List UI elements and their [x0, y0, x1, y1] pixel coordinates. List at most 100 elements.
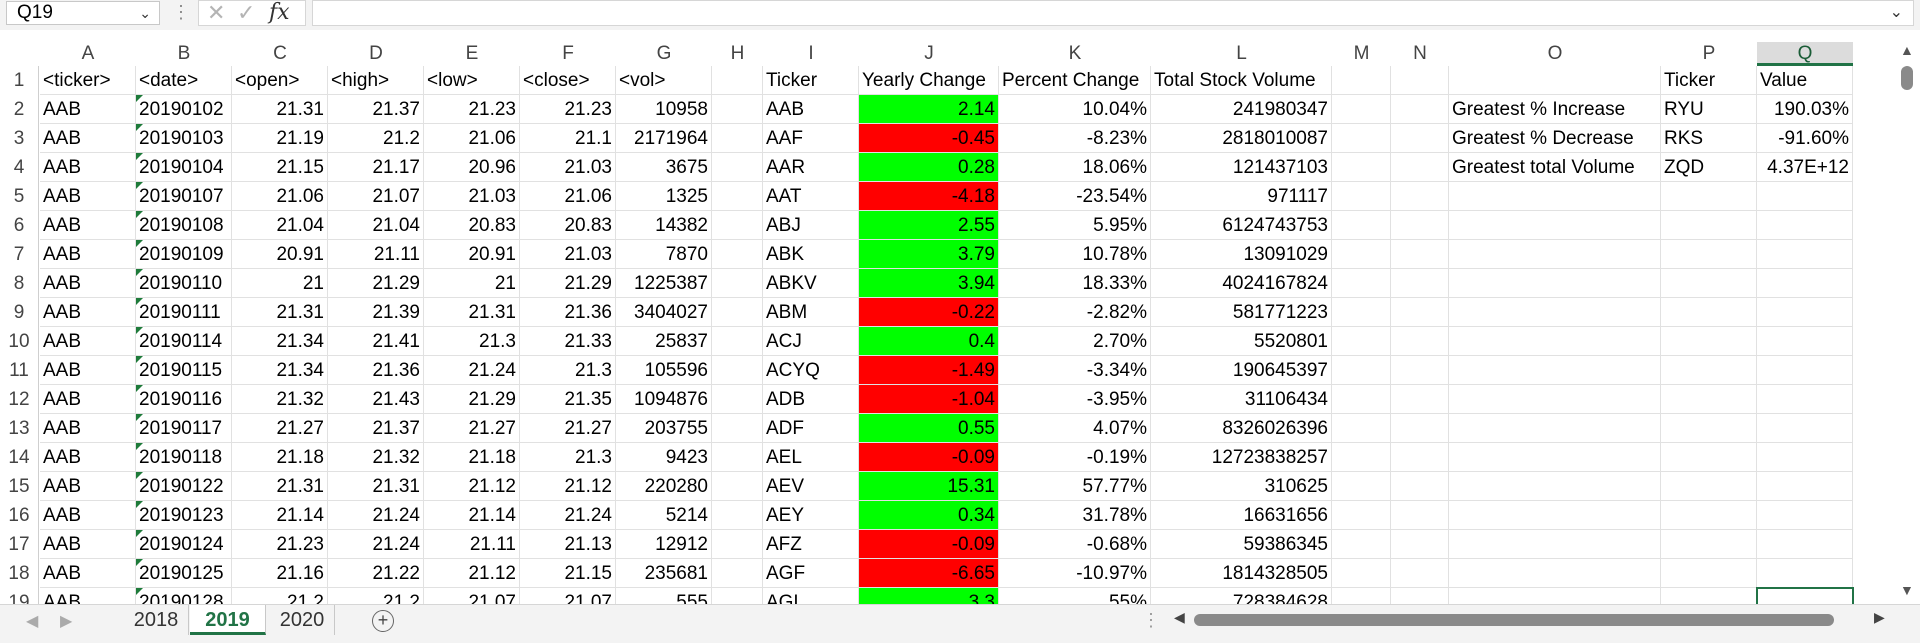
cell-p15[interactable]	[1661, 472, 1757, 501]
cell-l12[interactable]: 31106434	[1151, 385, 1332, 414]
cell-l11[interactable]: 190645397	[1151, 356, 1332, 385]
cell-n11[interactable]	[1391, 356, 1449, 385]
column-header-q[interactable]: Q	[1757, 42, 1853, 66]
row-header-13[interactable]: 13	[0, 414, 39, 443]
cell-k13[interactable]: 4.07%	[999, 414, 1151, 443]
cell-c8[interactable]: 21	[232, 269, 328, 298]
sheet-tab-2019[interactable]: 2019	[190, 605, 266, 635]
cell-m10[interactable]	[1332, 327, 1391, 356]
cell-b17[interactable]: 20190124	[136, 530, 232, 559]
cell-q10[interactable]	[1757, 327, 1853, 356]
cell-d4[interactable]: 21.17	[328, 153, 424, 182]
cell-f13[interactable]: 21.27	[520, 414, 616, 443]
cell-h14[interactable]	[712, 443, 763, 472]
cell-c2[interactable]: 21.31	[232, 95, 328, 124]
divider-handle-icon[interactable]: ⋮	[1142, 610, 1160, 630]
cell-a11[interactable]: AAB	[40, 356, 136, 385]
cell-k10[interactable]: 2.70%	[999, 327, 1151, 356]
row-header-5[interactable]: 5	[0, 182, 39, 211]
cell-j16[interactable]: 0.34	[859, 501, 999, 530]
cell-q8[interactable]	[1757, 269, 1853, 298]
cell-d3[interactable]: 21.2	[328, 124, 424, 153]
cell-l6[interactable]: 6124743753	[1151, 211, 1332, 240]
cell-j4[interactable]: 0.28	[859, 153, 999, 182]
cell-p3[interactable]: RKS	[1661, 124, 1757, 153]
cell-o2[interactable]: Greatest % Increase	[1449, 95, 1661, 124]
cell-h7[interactable]	[712, 240, 763, 269]
cell-q15[interactable]	[1757, 472, 1853, 501]
cell-b7[interactable]: 20190109	[136, 240, 232, 269]
cell-i18[interactable]: AGF	[763, 559, 859, 588]
cell-c4[interactable]: 21.15	[232, 153, 328, 182]
cell-a4[interactable]: AAB	[40, 153, 136, 182]
cell-d8[interactable]: 21.29	[328, 269, 424, 298]
cell-e16[interactable]: 21.14	[424, 501, 520, 530]
cell-h4[interactable]	[712, 153, 763, 182]
cell-o5[interactable]	[1449, 182, 1661, 211]
cell-j7[interactable]: 3.79	[859, 240, 999, 269]
cell-k2[interactable]: 10.04%	[999, 95, 1151, 124]
cell-f11[interactable]: 21.3	[520, 356, 616, 385]
cell-e12[interactable]: 21.29	[424, 385, 520, 414]
cell-n14[interactable]	[1391, 443, 1449, 472]
cell-a2[interactable]: AAB	[40, 95, 136, 124]
header-cell-a[interactable]: <ticker>	[40, 66, 136, 95]
cell-k16[interactable]: 31.78%	[999, 501, 1151, 530]
cell-h12[interactable]	[712, 385, 763, 414]
cell-k12[interactable]: -3.95%	[999, 385, 1151, 414]
cell-f15[interactable]: 21.12	[520, 472, 616, 501]
cell-p12[interactable]	[1661, 385, 1757, 414]
row-header-7[interactable]: 7	[0, 240, 39, 269]
column-header-h[interactable]: H	[712, 42, 763, 66]
cell-j17[interactable]: -0.09	[859, 530, 999, 559]
cell-a3[interactable]: AAB	[40, 124, 136, 153]
cell-i17[interactable]: AFZ	[763, 530, 859, 559]
cell-b2[interactable]: 20190102	[136, 95, 232, 124]
scroll-right-icon[interactable]: ▶	[1874, 609, 1885, 625]
cell-q16[interactable]	[1757, 501, 1853, 530]
cell-d10[interactable]: 21.41	[328, 327, 424, 356]
cell-k5[interactable]: -23.54%	[999, 182, 1151, 211]
cell-d15[interactable]: 21.31	[328, 472, 424, 501]
cell-j3[interactable]: -0.45	[859, 124, 999, 153]
cell-a8[interactable]: AAB	[40, 269, 136, 298]
cell-e9[interactable]: 21.31	[424, 298, 520, 327]
header-cell-l[interactable]: Total Stock Volume	[1151, 66, 1332, 95]
cell-n10[interactable]	[1391, 327, 1449, 356]
cell-l14[interactable]: 12723838257	[1151, 443, 1332, 472]
row-header-12[interactable]: 12	[0, 385, 39, 414]
header-cell-b[interactable]: <date>	[136, 66, 232, 95]
cell-m5[interactable]	[1332, 182, 1391, 211]
cell-p6[interactable]	[1661, 211, 1757, 240]
cell-i5[interactable]: AAT	[763, 182, 859, 211]
column-header-i[interactable]: I	[763, 42, 859, 66]
cell-e6[interactable]: 20.83	[424, 211, 520, 240]
cell-b6[interactable]: 20190108	[136, 211, 232, 240]
cell-a16[interactable]: AAB	[40, 501, 136, 530]
cell-j18[interactable]: -6.65	[859, 559, 999, 588]
vertical-scrollbar[interactable]: ▲ ▼	[1894, 42, 1920, 602]
row-header-15[interactable]: 15	[0, 472, 39, 501]
cell-d12[interactable]: 21.43	[328, 385, 424, 414]
cell-m9[interactable]	[1332, 298, 1391, 327]
cell-i10[interactable]: ACJ	[763, 327, 859, 356]
cell-g6[interactable]: 14382	[616, 211, 712, 240]
cell-c5[interactable]: 21.06	[232, 182, 328, 211]
cell-q5[interactable]	[1757, 182, 1853, 211]
row-header-10[interactable]: 10	[0, 327, 39, 356]
cell-h8[interactable]	[712, 269, 763, 298]
cell-n2[interactable]	[1391, 95, 1449, 124]
cell-n15[interactable]	[1391, 472, 1449, 501]
cell-k17[interactable]: -0.68%	[999, 530, 1151, 559]
cell-b14[interactable]: 20190118	[136, 443, 232, 472]
cell-j12[interactable]: -1.04	[859, 385, 999, 414]
cell-b4[interactable]: 20190104	[136, 153, 232, 182]
cell-i6[interactable]: ABJ	[763, 211, 859, 240]
cell-k14[interactable]: -0.19%	[999, 443, 1151, 472]
cell-l13[interactable]: 8326026396	[1151, 414, 1332, 443]
cell-a5[interactable]: AAB	[40, 182, 136, 211]
row-header-18[interactable]: 18	[0, 559, 39, 588]
cell-b12[interactable]: 20190116	[136, 385, 232, 414]
cell-m14[interactable]	[1332, 443, 1391, 472]
cell-o1[interactable]	[1449, 66, 1661, 95]
